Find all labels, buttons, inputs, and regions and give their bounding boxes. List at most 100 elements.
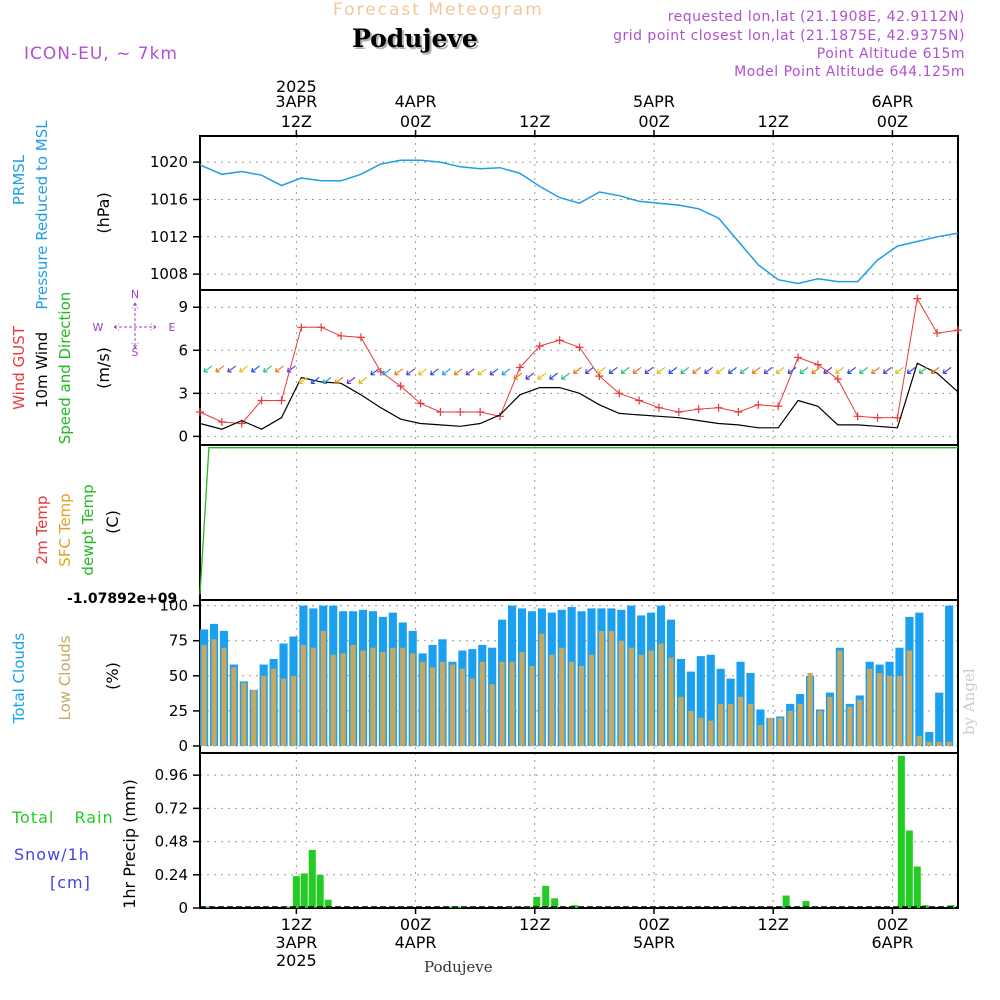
dewpt-series-line — [199, 447, 958, 595]
low-cloud-bar — [429, 667, 436, 746]
wind-direction-arrow — [251, 365, 260, 373]
low-cloud-bar — [261, 675, 267, 746]
precip-ylabel: 1hr Precip (mm) — [120, 779, 139, 909]
wind-direction-arrow — [477, 368, 487, 376]
model-altitude: Model Point Altitude 644.125m — [734, 64, 965, 80]
wind-direction-arrow — [441, 368, 451, 376]
total-cloud-bar — [686, 671, 695, 746]
low-cloud-bar — [459, 668, 465, 746]
forecast-title: Forecast Meteogram — [333, 0, 544, 20]
low-cloud-bar — [300, 644, 306, 746]
wind-direction-arrow — [358, 376, 368, 385]
gust-point-marker — [694, 405, 703, 414]
gust-point-marker — [317, 323, 326, 332]
wind-direction-arrow — [799, 366, 809, 374]
low-cloud-bar — [290, 675, 297, 746]
temp-ylabel-2m: 2m Temp — [33, 496, 51, 565]
gust-point-marker — [257, 396, 266, 405]
top-x-label: 3APR — [275, 92, 317, 111]
wind-direction-arrow — [668, 366, 678, 374]
low-cloud-bar — [628, 647, 634, 746]
low-cloud-bar — [310, 647, 316, 746]
wind10-series-line — [199, 362, 959, 430]
wind-ylabel-gust: Wind GUST — [10, 325, 28, 410]
wind-direction-arrow — [847, 366, 857, 374]
low-cloud-bar — [330, 654, 336, 746]
wind-direction-arrow — [203, 365, 213, 373]
gust-point-marker — [954, 326, 962, 335]
temp-ylabel-dewpt: dewpt Temp — [79, 484, 97, 575]
wind-direction-arrow — [775, 366, 785, 374]
total-cloud-bar — [935, 692, 944, 746]
bottom-x-label: 00Z — [400, 915, 431, 934]
low-cloud-bar — [618, 640, 624, 746]
footer-location: Podujeve — [424, 958, 493, 976]
wind-direction-arrow — [310, 376, 320, 385]
low-cloud-bar — [201, 644, 207, 746]
clouds-ytick-label: 100 — [159, 597, 188, 615]
bottom-x-label: 4APR — [395, 933, 437, 952]
pressure-ylabel-unit: (hPa) — [94, 192, 113, 233]
low-cloud-bar — [499, 661, 505, 746]
low-cloud-bar — [777, 717, 783, 746]
wind-direction-arrow — [239, 365, 249, 373]
wind-direction-arrow — [537, 372, 547, 380]
wind-direction-arrow — [692, 366, 702, 374]
top-x-label: 5APR — [633, 92, 675, 111]
low-cloud-bar — [320, 630, 326, 746]
low-cloud-bar — [439, 661, 446, 746]
rain-bar — [300, 873, 308, 908]
wind-direction-arrow — [739, 366, 749, 374]
gust-point-marker — [754, 400, 763, 409]
clouds-ytick-label: 25 — [169, 702, 188, 720]
gust-point-marker — [654, 403, 663, 412]
wind-direction-arrow — [334, 376, 344, 385]
rain-bar — [802, 901, 810, 908]
low-cloud-bar — [400, 647, 406, 746]
low-cloud-bar — [370, 647, 376, 746]
low-cloud-bar — [271, 668, 277, 746]
wind-direction-arrow — [346, 376, 356, 385]
total-cloud-bar — [945, 605, 954, 746]
low-cloud-bar — [638, 654, 644, 746]
low-cloud-bar — [936, 741, 942, 746]
wind-direction-arrow — [429, 368, 439, 376]
wind-ytick-label: 6 — [178, 341, 188, 359]
wind-direction-arrow — [680, 366, 690, 374]
pressure-ytick-label: 1016 — [150, 190, 188, 208]
low-cloud-bar — [946, 741, 952, 746]
total-cloud-bar — [925, 731, 934, 746]
gust-point-marker — [714, 403, 723, 412]
low-cloud-bar — [658, 643, 664, 746]
bottom-x-label: 12Z — [519, 915, 550, 934]
wind-direction-arrow — [644, 366, 654, 374]
gust-point-marker — [356, 333, 365, 342]
pressure-ytick-label: 1020 — [150, 153, 188, 171]
low-cloud-bar — [579, 665, 585, 746]
location-title: Podujeve — [352, 24, 478, 53]
wind-direction-arrow — [894, 366, 904, 374]
bottom-x-label: 6APR — [871, 933, 913, 952]
pressure-ytick-label: 1012 — [150, 228, 188, 246]
wind-direction-arrow — [859, 366, 868, 374]
wind-direction-arrow — [549, 372, 559, 380]
wind-ytick-label: 0 — [178, 427, 188, 445]
wind-direction-arrow — [215, 365, 225, 373]
point-altitude: Point Altitude 615m — [816, 46, 965, 62]
temp-ylabel-sfc: SFC Temp — [56, 493, 74, 566]
gust-point-marker — [575, 343, 584, 352]
top-x-label: 00Z — [638, 112, 669, 131]
low-cloud-bar — [737, 696, 744, 746]
temp-bottom-value: -1.07892e+09 — [67, 591, 178, 607]
low-cloud-bar — [728, 703, 734, 746]
low-cloud-bar — [489, 684, 495, 746]
clouds-ylabel-total: Total Clouds — [10, 633, 28, 725]
low-cloud-bar — [718, 703, 724, 746]
total-cloud-bar — [696, 656, 705, 746]
low-cloud-bar — [211, 639, 217, 746]
low-cloud-bar — [380, 651, 386, 746]
wind-direction-arrow — [882, 366, 892, 374]
low-cloud-bar — [886, 675, 893, 746]
low-cloud-bar — [708, 720, 714, 746]
